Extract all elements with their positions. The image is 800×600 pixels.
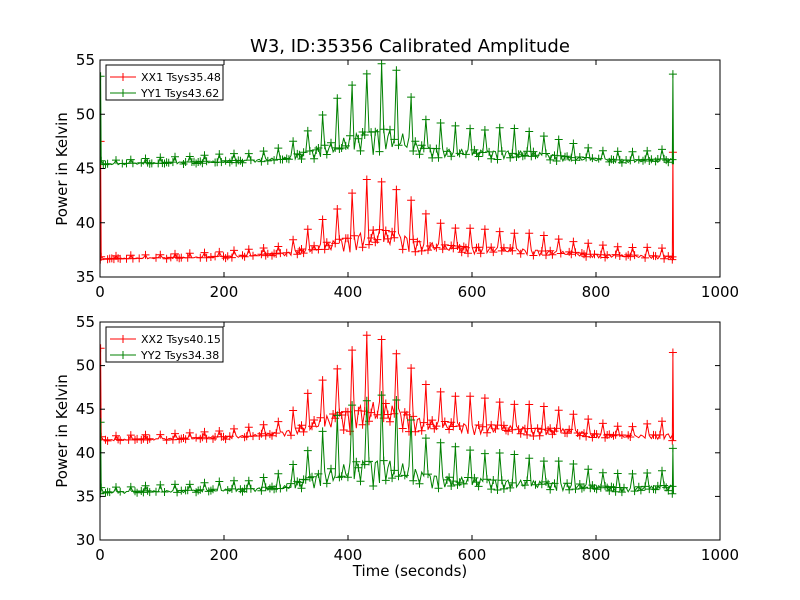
x-tick-label: 400: [334, 546, 363, 564]
y-tick-label: 40: [76, 444, 95, 462]
top-y-axis-label: Power in Kelvin: [53, 112, 71, 226]
y-tick-label: 55: [76, 51, 95, 69]
bottom-y-axis-label: Power in Kelvin: [53, 374, 71, 488]
y-tick-label: 30: [76, 531, 95, 549]
x-tick-label: 600: [458, 283, 487, 301]
y-tick-label: 55: [76, 313, 95, 331]
y-tick-label: 50: [76, 105, 95, 123]
x-tick-label: 0: [95, 283, 105, 301]
y-tick-label: 45: [76, 160, 95, 178]
x-tick-label: 1000: [701, 546, 739, 564]
chart-title: W3, ID:35356 Calibrated Amplitude: [250, 36, 570, 57]
x-tick-label: 600: [458, 546, 487, 564]
x-tick-label: 800: [582, 283, 611, 301]
x-tick-label: 200: [210, 283, 239, 301]
legend-label: XX1 Tsys35.48: [141, 71, 221, 84]
x-tick-label: 1000: [701, 283, 739, 301]
y-tick-label: 35: [76, 487, 95, 505]
legend: XX2 Tsys40.15 YY2 Tsys34.38: [106, 327, 223, 362]
chart-figure: W3, ID:35356 Calibrated Amplitude Time (…: [0, 0, 800, 600]
y-tick-label: 45: [76, 400, 95, 418]
legend-label: YY2 Tsys34.38: [140, 349, 219, 362]
legend-label: YY1 Tsys43.62: [140, 87, 219, 100]
legend-label: XX2 Tsys40.15: [141, 333, 221, 346]
legend: XX1 Tsys35.48 YY1 Tsys43.62: [106, 65, 223, 100]
y-tick-label: 50: [76, 357, 95, 375]
x-tick-label: 200: [210, 546, 239, 564]
x-tick-label: 400: [334, 283, 363, 301]
y-tick-label: 35: [76, 268, 95, 286]
x-axis-label: Time (seconds): [352, 562, 468, 580]
x-tick-label: 0: [95, 546, 105, 564]
x-tick-label: 800: [582, 546, 611, 564]
y-tick-label: 40: [76, 214, 95, 232]
